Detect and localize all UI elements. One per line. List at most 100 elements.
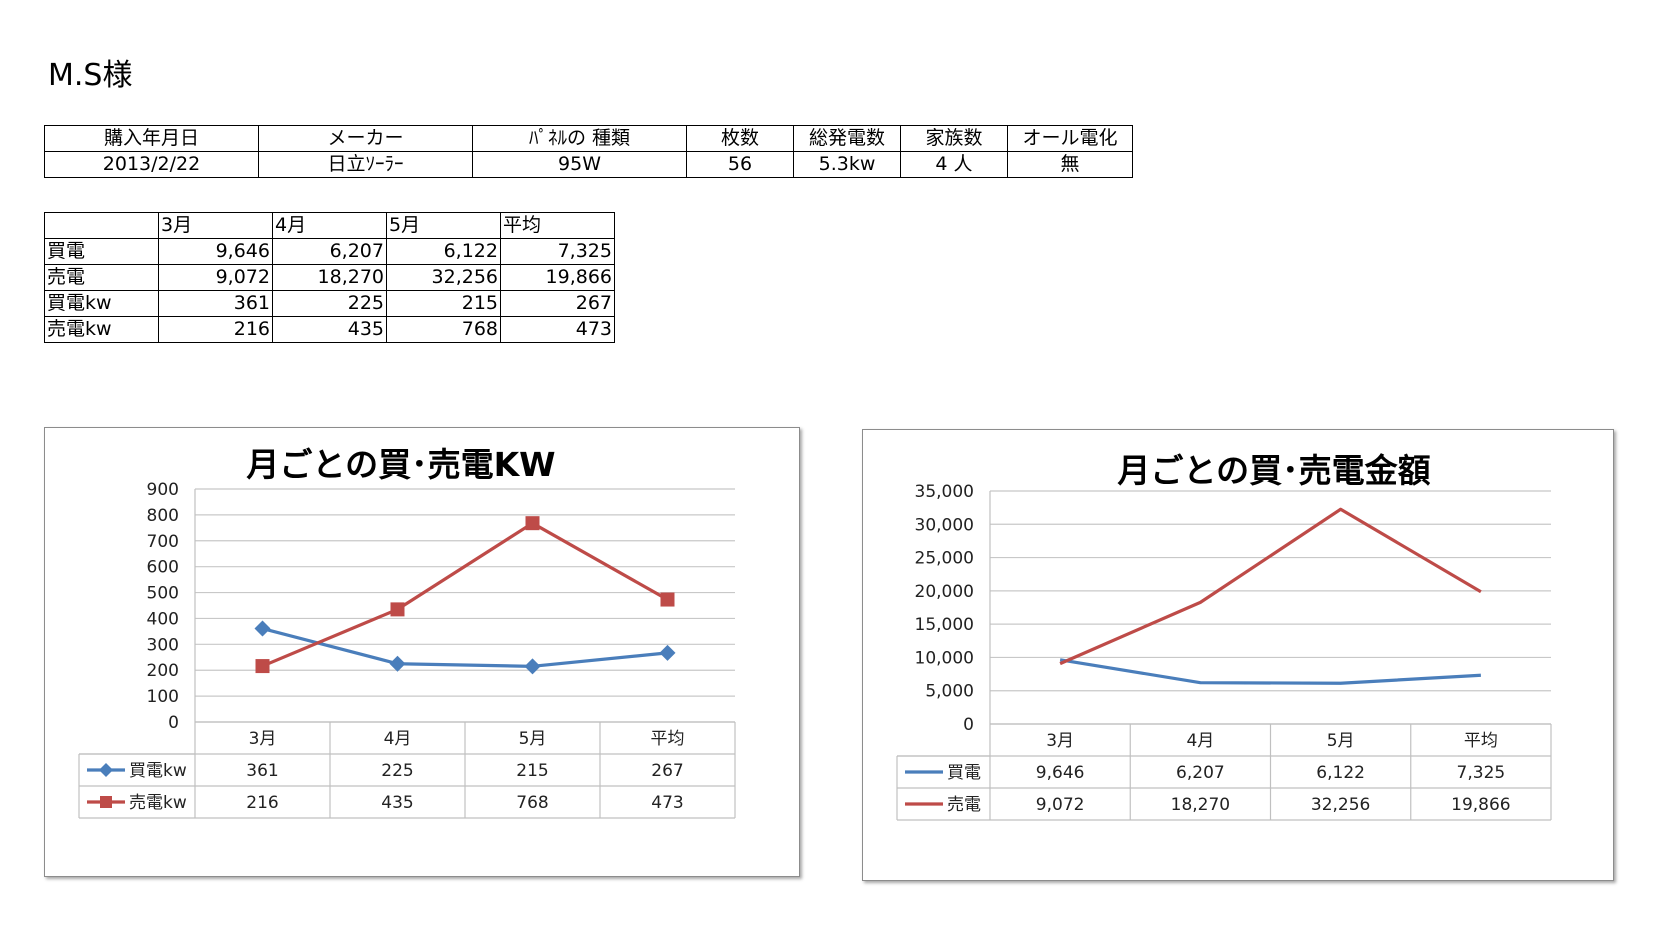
data-point-marker bbox=[389, 655, 406, 672]
cell: 473 bbox=[500, 316, 615, 343]
header-panel-count: 枚数 bbox=[686, 125, 794, 152]
cell: 435 bbox=[272, 316, 387, 343]
data-table-value: 18,270 bbox=[1171, 795, 1230, 815]
legend-marker bbox=[100, 796, 112, 808]
series-line-1 bbox=[262, 626, 668, 668]
monthly-table: 3月 4月 5月 平均 買電 9,646 6,207 6,122 7,325 売… bbox=[44, 212, 615, 343]
cell: 267 bbox=[500, 290, 615, 317]
yen-chart: 月ごとの買･売電金額 35,000 30,000 25,000 20,000 15,000… bbox=[862, 429, 1614, 881]
monthly-header-march: 3月 bbox=[158, 212, 273, 239]
y-tick-label: 5,000 bbox=[925, 682, 974, 702]
x-category-label: 3月 bbox=[249, 729, 277, 749]
chart-title: 月ごとの買･売電金額 bbox=[1117, 451, 1430, 490]
row-label: 売電kw bbox=[44, 316, 159, 343]
info-value-row: 2013/2/22 日立ｿｰﾗｰ 95W 56 5.3kw 4 人 無 bbox=[44, 151, 1133, 178]
header-panel-type: ﾊﾟﾈﾙの 種類 bbox=[472, 125, 687, 152]
monthly-header-april: 4月 bbox=[272, 212, 387, 239]
cell: 225 bbox=[272, 290, 387, 317]
monthly-header-average: 平均 bbox=[500, 212, 615, 239]
x-category-label: 5月 bbox=[1327, 731, 1355, 751]
y-tick-label: 30,000 bbox=[915, 515, 974, 535]
data-table-value: 361 bbox=[246, 761, 278, 781]
header-all-electric: オール電化 bbox=[1007, 125, 1133, 152]
y-tick-label: 800 bbox=[147, 506, 179, 526]
series-line-2 bbox=[1059, 507, 1482, 666]
legend-label: 売電 bbox=[947, 795, 981, 815]
header-total-output: 総発電数 bbox=[793, 125, 901, 152]
cell: 215 bbox=[386, 290, 501, 317]
legend-marker bbox=[99, 763, 113, 777]
x-category-label: 4月 bbox=[1186, 731, 1214, 751]
data-table-value: 225 bbox=[381, 761, 413, 781]
row-label: 売電 bbox=[44, 264, 159, 291]
kw-chart-svg: 月ごとの買･売電KW 900 800 700 600 500 400 300 200 100 0 3月… bbox=[78, 445, 736, 819]
monthly-header-may: 5月 bbox=[386, 212, 501, 239]
cell: 19,866 bbox=[500, 264, 615, 291]
kw-chart: 月ごとの買･売電KW 900 800 700 600 500 400 300 200 100 0 3月… bbox=[44, 427, 800, 877]
cell: 9,072 bbox=[158, 264, 273, 291]
cell: 7,325 bbox=[500, 238, 615, 265]
data-point-marker bbox=[660, 592, 675, 607]
row-label: 買電kw bbox=[44, 290, 159, 317]
header-maker: メーカー bbox=[258, 125, 473, 152]
info-header-row: 購入年月日 メーカー ﾊﾟﾈﾙの 種類 枚数 総発電数 家族数 オール電化 bbox=[44, 125, 1133, 152]
legend-label: 売電kw bbox=[129, 793, 187, 813]
y-tick-label: 25,000 bbox=[915, 549, 974, 569]
x-category-label: 3月 bbox=[1046, 731, 1074, 751]
cell: 216 bbox=[158, 316, 273, 343]
header-purchase-date: 購入年月日 bbox=[44, 125, 259, 152]
series-line-2 bbox=[261, 521, 669, 668]
y-tick-label: 10,000 bbox=[915, 648, 974, 668]
y-tick-label: 20,000 bbox=[915, 582, 974, 602]
cell: 18,270 bbox=[272, 264, 387, 291]
data-table-value: 19,866 bbox=[1451, 795, 1510, 815]
cell: 361 bbox=[158, 290, 273, 317]
monthly-row-buy-yen: 買電 9,646 6,207 6,122 7,325 bbox=[44, 238, 615, 265]
data-table-value: 7,325 bbox=[1457, 763, 1506, 783]
data-point-marker bbox=[255, 659, 270, 674]
value-all-electric: 無 bbox=[1007, 151, 1133, 178]
value-total-output: 5.3kw bbox=[793, 151, 901, 178]
data-table-value: 473 bbox=[651, 793, 683, 813]
data-table-value: 215 bbox=[516, 761, 548, 781]
cell: 32,256 bbox=[386, 264, 501, 291]
data-point-marker bbox=[254, 620, 271, 637]
value-purchase-date: 2013/2/22 bbox=[44, 151, 259, 178]
value-panel-count: 56 bbox=[686, 151, 794, 178]
x-category-label: 4月 bbox=[384, 729, 412, 749]
data-point-marker bbox=[659, 644, 676, 661]
header-family-size: 家族数 bbox=[900, 125, 1008, 152]
data-point-marker bbox=[390, 602, 405, 617]
data-table-value: 9,072 bbox=[1036, 795, 1085, 815]
data-point-marker bbox=[524, 658, 541, 675]
x-category-label: 平均 bbox=[651, 729, 685, 749]
x-category-label: 5月 bbox=[519, 729, 547, 749]
legend-label: 買電 bbox=[947, 763, 981, 783]
y-tick-label: 0 bbox=[168, 713, 179, 733]
value-panel-type: 95W bbox=[472, 151, 687, 178]
series-line-1 bbox=[1059, 658, 1481, 685]
yen-chart-svg: 月ごとの買･売電金額 35,000 30,000 25,000 20,000 15,000… bbox=[896, 451, 1552, 821]
legend-label: 買電kw bbox=[129, 761, 187, 781]
monthly-row-sell-yen: 売電 9,072 18,270 32,256 19,866 bbox=[44, 264, 615, 291]
y-tick-label: 700 bbox=[147, 532, 179, 552]
data-table-value: 9,646 bbox=[1036, 763, 1085, 783]
cell: 9,646 bbox=[158, 238, 273, 265]
value-family-size: 4 人 bbox=[900, 151, 1008, 178]
cell: 768 bbox=[386, 316, 501, 343]
data-table-value: 216 bbox=[246, 793, 278, 813]
y-tick-label: 500 bbox=[147, 584, 179, 604]
y-tick-label: 200 bbox=[147, 661, 179, 681]
data-table-value: 6,207 bbox=[1176, 763, 1225, 783]
row-label: 買電 bbox=[44, 238, 159, 265]
value-maker: 日立ｿｰﾗｰ bbox=[258, 151, 473, 178]
monthly-header-blank bbox=[44, 212, 159, 239]
monthly-header-row: 3月 4月 5月 平均 bbox=[44, 212, 615, 239]
data-table-value: 435 bbox=[381, 793, 413, 813]
data-table-value: 32,256 bbox=[1311, 795, 1370, 815]
monthly-row-buy-kw: 買電kw 361 225 215 267 bbox=[44, 290, 615, 317]
data-table-value: 6,122 bbox=[1316, 763, 1365, 783]
y-tick-label: 900 bbox=[147, 480, 179, 500]
y-tick-label: 600 bbox=[147, 558, 179, 578]
page-title: M.S様 bbox=[48, 58, 133, 93]
